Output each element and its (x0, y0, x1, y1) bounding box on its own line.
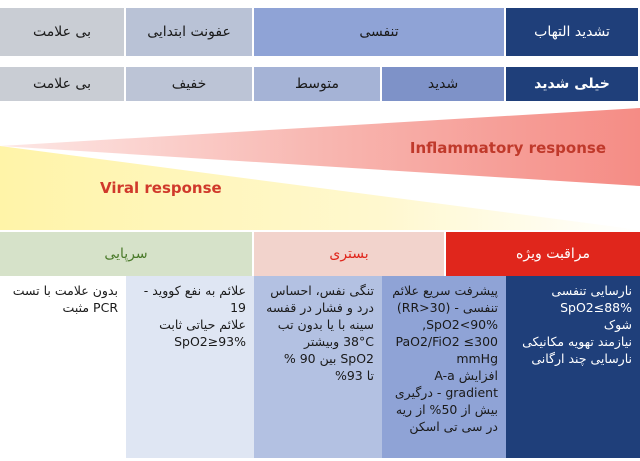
detail-line: بدون علامت با تست (12, 283, 118, 298)
detail-column-critical: نارسایی تنفسی SpO2≤88% شوک نیازمند تهویه مک… (506, 276, 640, 458)
detail-line: SpO2≤88% (560, 300, 632, 315)
detail-column-severe: پیشرفت سریع علائم تنفسی - (RR>30) SpO2<90%… (382, 276, 506, 458)
phase-asymptomatic: بی علامت (0, 8, 126, 56)
detail-line: PCR مثبت (62, 300, 118, 315)
severity-label: خفیف (171, 76, 207, 92)
response-wedges: Inflammatory response Viral response (0, 108, 640, 230)
detail-line: SpO2<90%, (422, 317, 498, 332)
detail-line: نارسایی چند ارگانی (531, 351, 632, 366)
phase-label: تشدید التهاب (534, 24, 610, 40)
severity-label: خیلی شدید (534, 76, 610, 92)
detail-line: درد و فشار در قفسه (266, 300, 374, 315)
phase-label: تنفسی (359, 24, 399, 40)
detail-line: SpO2 بین 90 % (283, 351, 374, 366)
detail-line: پیشرفت سریع علائم (392, 283, 498, 298)
inflammatory-wedge (0, 108, 640, 186)
phase-respiratory: تنفسی (254, 8, 506, 56)
care-icu: مراقبت ویژه (446, 232, 640, 276)
detail-column-asymptomatic: بدون علامت با تست PCR مثبت (0, 276, 126, 458)
detail-column-moderate: تنگی نفس، احساس درد و فشار در قفسه سینه با… (254, 276, 382, 458)
care-label: سرپایی (104, 246, 148, 262)
detail-line: 19 (230, 300, 246, 315)
viral-wedge (0, 146, 640, 230)
severity-label: شدید (427, 76, 459, 92)
phase-label: بی علامت (33, 24, 91, 40)
care-hospitalized: بستری (254, 232, 446, 276)
severity-very-severe: خیلی شدید (506, 67, 640, 101)
phase-label: عفونت ابتدایی (147, 24, 231, 40)
severity-mild: خفیف (126, 67, 254, 101)
phase-early-infection: عفونت ابتدایی (126, 8, 254, 56)
detail-line: mmHg (456, 351, 498, 366)
detail-line: تنگی نفس، احساس (270, 283, 374, 298)
detail-line: نیازمند تهویه مکانیکی (522, 334, 632, 349)
care-outpatient: سرپایی (0, 232, 254, 276)
severity-row: خیلی شدید شدید متوسط خفیف بی علامت (0, 67, 640, 101)
phase-inflammation-escalation: تشدید التهاب (506, 8, 640, 56)
detail-line: شوک (603, 317, 632, 332)
care-label: مراقبت ویژه (516, 246, 590, 262)
severity-moderate: متوسط (254, 67, 382, 101)
detail-column-mild: علائم به نفع کووید - 19 علائم حیاتی ثابت Sp… (126, 276, 254, 458)
detail-line: علائم حیاتی ثابت (159, 317, 246, 332)
care-label: بستری (329, 246, 369, 262)
detail-line: PaO2/FiO2 ≤300 (395, 334, 499, 349)
inflammatory-response-label: Inflammatory response (410, 139, 606, 157)
detail-line: افزایش A-a (434, 368, 498, 383)
severity-severe: شدید (382, 67, 506, 101)
detail-line: بیش از 50% از ریه (395, 402, 498, 417)
detail-line: علائم به نفع کووید - (143, 283, 246, 298)
detail-line: 38°C وبیشتر (304, 334, 374, 349)
viral-response-label: Viral response (100, 179, 222, 197)
detail-line: SpO2≥93% (174, 334, 246, 349)
detail-line: در سی تی اسکن (409, 419, 498, 434)
severity-asymptomatic: بی علامت (0, 67, 126, 101)
detail-line: نارسایی تنفسی (551, 283, 632, 298)
severity-label: متوسط (295, 76, 339, 92)
detail-line: gradient - درگیری (394, 385, 498, 400)
detail-line: تنفسی - (RR>30) (396, 300, 498, 315)
severity-label: بی علامت (33, 76, 91, 92)
detail-line: تا 93% (334, 368, 374, 383)
detail-line: سینه با یا بدون تب (277, 317, 374, 332)
phase-row: تشدید التهاب تنفسی عفونت ابتدایی بی علام… (0, 8, 640, 56)
